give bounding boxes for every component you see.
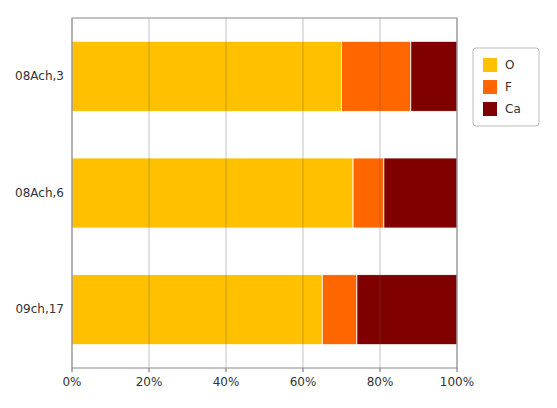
x-tick	[457, 368, 458, 372]
x-tick-label: 0%	[62, 375, 81, 389]
grid-line	[380, 18, 381, 368]
x-tick	[380, 368, 381, 372]
x-tick	[303, 368, 304, 372]
x-tick-label: 100%	[440, 375, 474, 389]
legend-box	[473, 48, 539, 126]
legend-swatch	[483, 102, 497, 116]
legend-label: O	[505, 58, 514, 72]
bar-segment	[411, 41, 457, 111]
bar-segment	[322, 275, 357, 345]
category-label: 08Ach,3	[15, 69, 64, 83]
legend: OF Ca	[473, 48, 539, 126]
x-tick	[72, 368, 73, 372]
grid	[72, 18, 457, 368]
bar-segment	[72, 158, 353, 228]
bars	[72, 41, 457, 344]
legend-swatch	[483, 58, 497, 72]
plot-background	[72, 18, 457, 368]
bar-segment	[342, 41, 411, 111]
legend-label: Ca	[505, 102, 521, 116]
bar-segment	[353, 158, 384, 228]
legend-label: F	[505, 80, 512, 94]
bar-segment	[384, 158, 457, 228]
x-tick-label: 60%	[290, 375, 317, 389]
x-tick-label: 80%	[367, 375, 394, 389]
bar-segment	[72, 275, 322, 345]
chart-container: 0% 20% 40% 60% 80% 100% 09ch,17 08Ach,6 08Ach,3 O…	[0, 0, 557, 408]
plot-frame	[72, 18, 457, 368]
x-tick-label: 40%	[213, 375, 240, 389]
grid-line	[226, 18, 227, 368]
category-label: 08Ach,6	[15, 186, 64, 200]
x-tick	[149, 368, 150, 372]
x-tick-label: 20%	[136, 375, 163, 389]
bar-segment	[72, 41, 342, 111]
category-label: 09ch,17	[15, 302, 64, 316]
legend-swatch	[483, 80, 497, 94]
grid-line	[149, 18, 150, 368]
bar-segment	[357, 275, 457, 345]
chart: 0% 20% 40% 60% 80% 100% 09ch,17 08Ach,6 08Ach,3 O…	[0, 0, 557, 408]
grid-line	[303, 18, 304, 368]
x-tick	[226, 368, 227, 372]
